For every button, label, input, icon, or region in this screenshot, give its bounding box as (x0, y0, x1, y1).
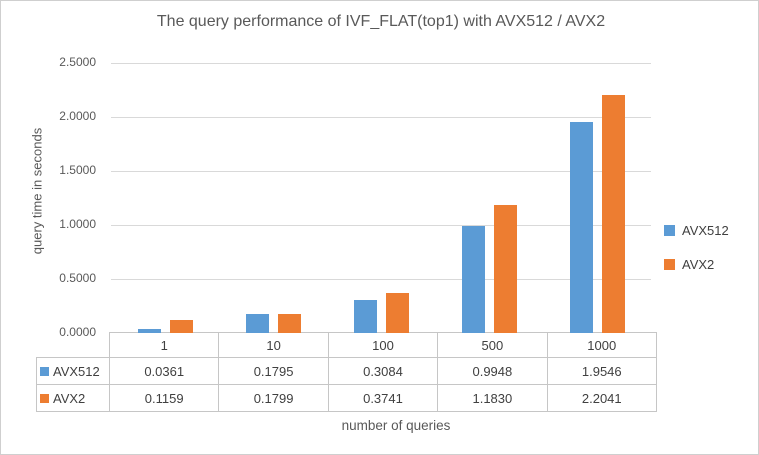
gridline (111, 279, 651, 280)
legend-swatch-icon (664, 225, 675, 236)
series-key-swatch-icon (40, 393, 49, 403)
bar-avx512 (245, 314, 269, 333)
series-name-label: AVX512 (53, 363, 100, 379)
table-series-name-cell: AVX512 (36, 357, 110, 385)
table-value-cell: 0.9948 (437, 357, 548, 385)
table-value-cell: 0.3741 (327, 384, 439, 412)
y-tick-label: 0.0000 (59, 325, 96, 339)
table-category-cell: 1000 (546, 332, 657, 358)
bar-groups (111, 63, 651, 333)
table-series-name-cell: AVX2 (36, 384, 110, 412)
data-table: 1 10 100 500 1000 AVX512 0.0361 0.1795 0.3084 0.9… (36, 332, 657, 412)
bar-avx512 (353, 300, 377, 333)
table-category-cell: 100 (327, 332, 439, 358)
table-value-cell: 1.1830 (437, 384, 548, 412)
y-tick-label: 2.0000 (59, 109, 96, 123)
table-value-cell: 1.9546 (546, 357, 657, 385)
y-axis-ticks: 0.0000 0.5000 1.0000 1.5000 2.0000 2.5000 (26, 1, 96, 454)
table-series-row: AVX512 0.0361 0.1795 0.3084 0.9948 1.9546 (36, 357, 657, 385)
x-axis-title: number of queries (341, 418, 451, 433)
data-table-body: 1 10 100 500 1000 AVX512 0.0361 0.1795 0.3084 0.9… (36, 332, 657, 412)
gridline (111, 225, 651, 226)
table-value-cell: 2.2041 (546, 384, 657, 412)
table-series-row: AVX2 0.1159 0.1799 0.3741 1.1830 2.2041 (36, 384, 657, 412)
table-category-cell: 10 (218, 332, 329, 358)
bar-avx2 (277, 314, 301, 333)
table-corner-cell (37, 333, 110, 358)
bar-avx2 (493, 205, 517, 333)
series-key-swatch-icon (40, 366, 49, 376)
table-value-cell: 0.3084 (327, 357, 439, 385)
gridline (111, 63, 651, 64)
legend: AVX512 AVX2 (664, 223, 729, 272)
legend-label: AVX2 (682, 257, 715, 272)
bar-avx512 (137, 329, 161, 333)
plot-area (111, 63, 651, 333)
bar-avx2 (601, 95, 625, 333)
table-category-row: 1 10 100 500 1000 (37, 332, 657, 358)
y-tick-label: 1.0000 (59, 217, 96, 231)
table-value-cell: 0.0361 (108, 357, 220, 385)
bar-group (327, 63, 435, 333)
legend-label: AVX512 (682, 223, 729, 238)
bar-group (111, 63, 219, 333)
gridline (111, 117, 651, 118)
legend-item: AVX2 (664, 257, 729, 272)
bar-avx512 (461, 226, 485, 333)
table-value-cell: 0.1159 (108, 384, 220, 412)
bar-group (543, 63, 651, 333)
chart-title: The query performance of IVF_FLAT(top1) … (156, 13, 606, 30)
legend-swatch-icon (664, 259, 675, 270)
bar-group (435, 63, 543, 333)
y-tick-label: 2.5000 (59, 55, 96, 69)
series-name-label: AVX2 (53, 390, 86, 406)
bar-group (219, 63, 327, 333)
bar-avx2 (385, 293, 409, 333)
table-category-cell: 500 (437, 332, 548, 358)
table-category-cell: 1 (108, 332, 220, 358)
legend-item: AVX512 (664, 223, 729, 238)
bar-avx512 (569, 122, 593, 333)
table-value-cell: 0.1795 (218, 357, 329, 385)
y-tick-label: 0.5000 (59, 271, 96, 285)
y-tick-label: 1.5000 (59, 163, 96, 177)
bar-avx2 (169, 320, 193, 333)
gridline (111, 171, 651, 172)
table-value-cell: 0.1799 (218, 384, 329, 412)
